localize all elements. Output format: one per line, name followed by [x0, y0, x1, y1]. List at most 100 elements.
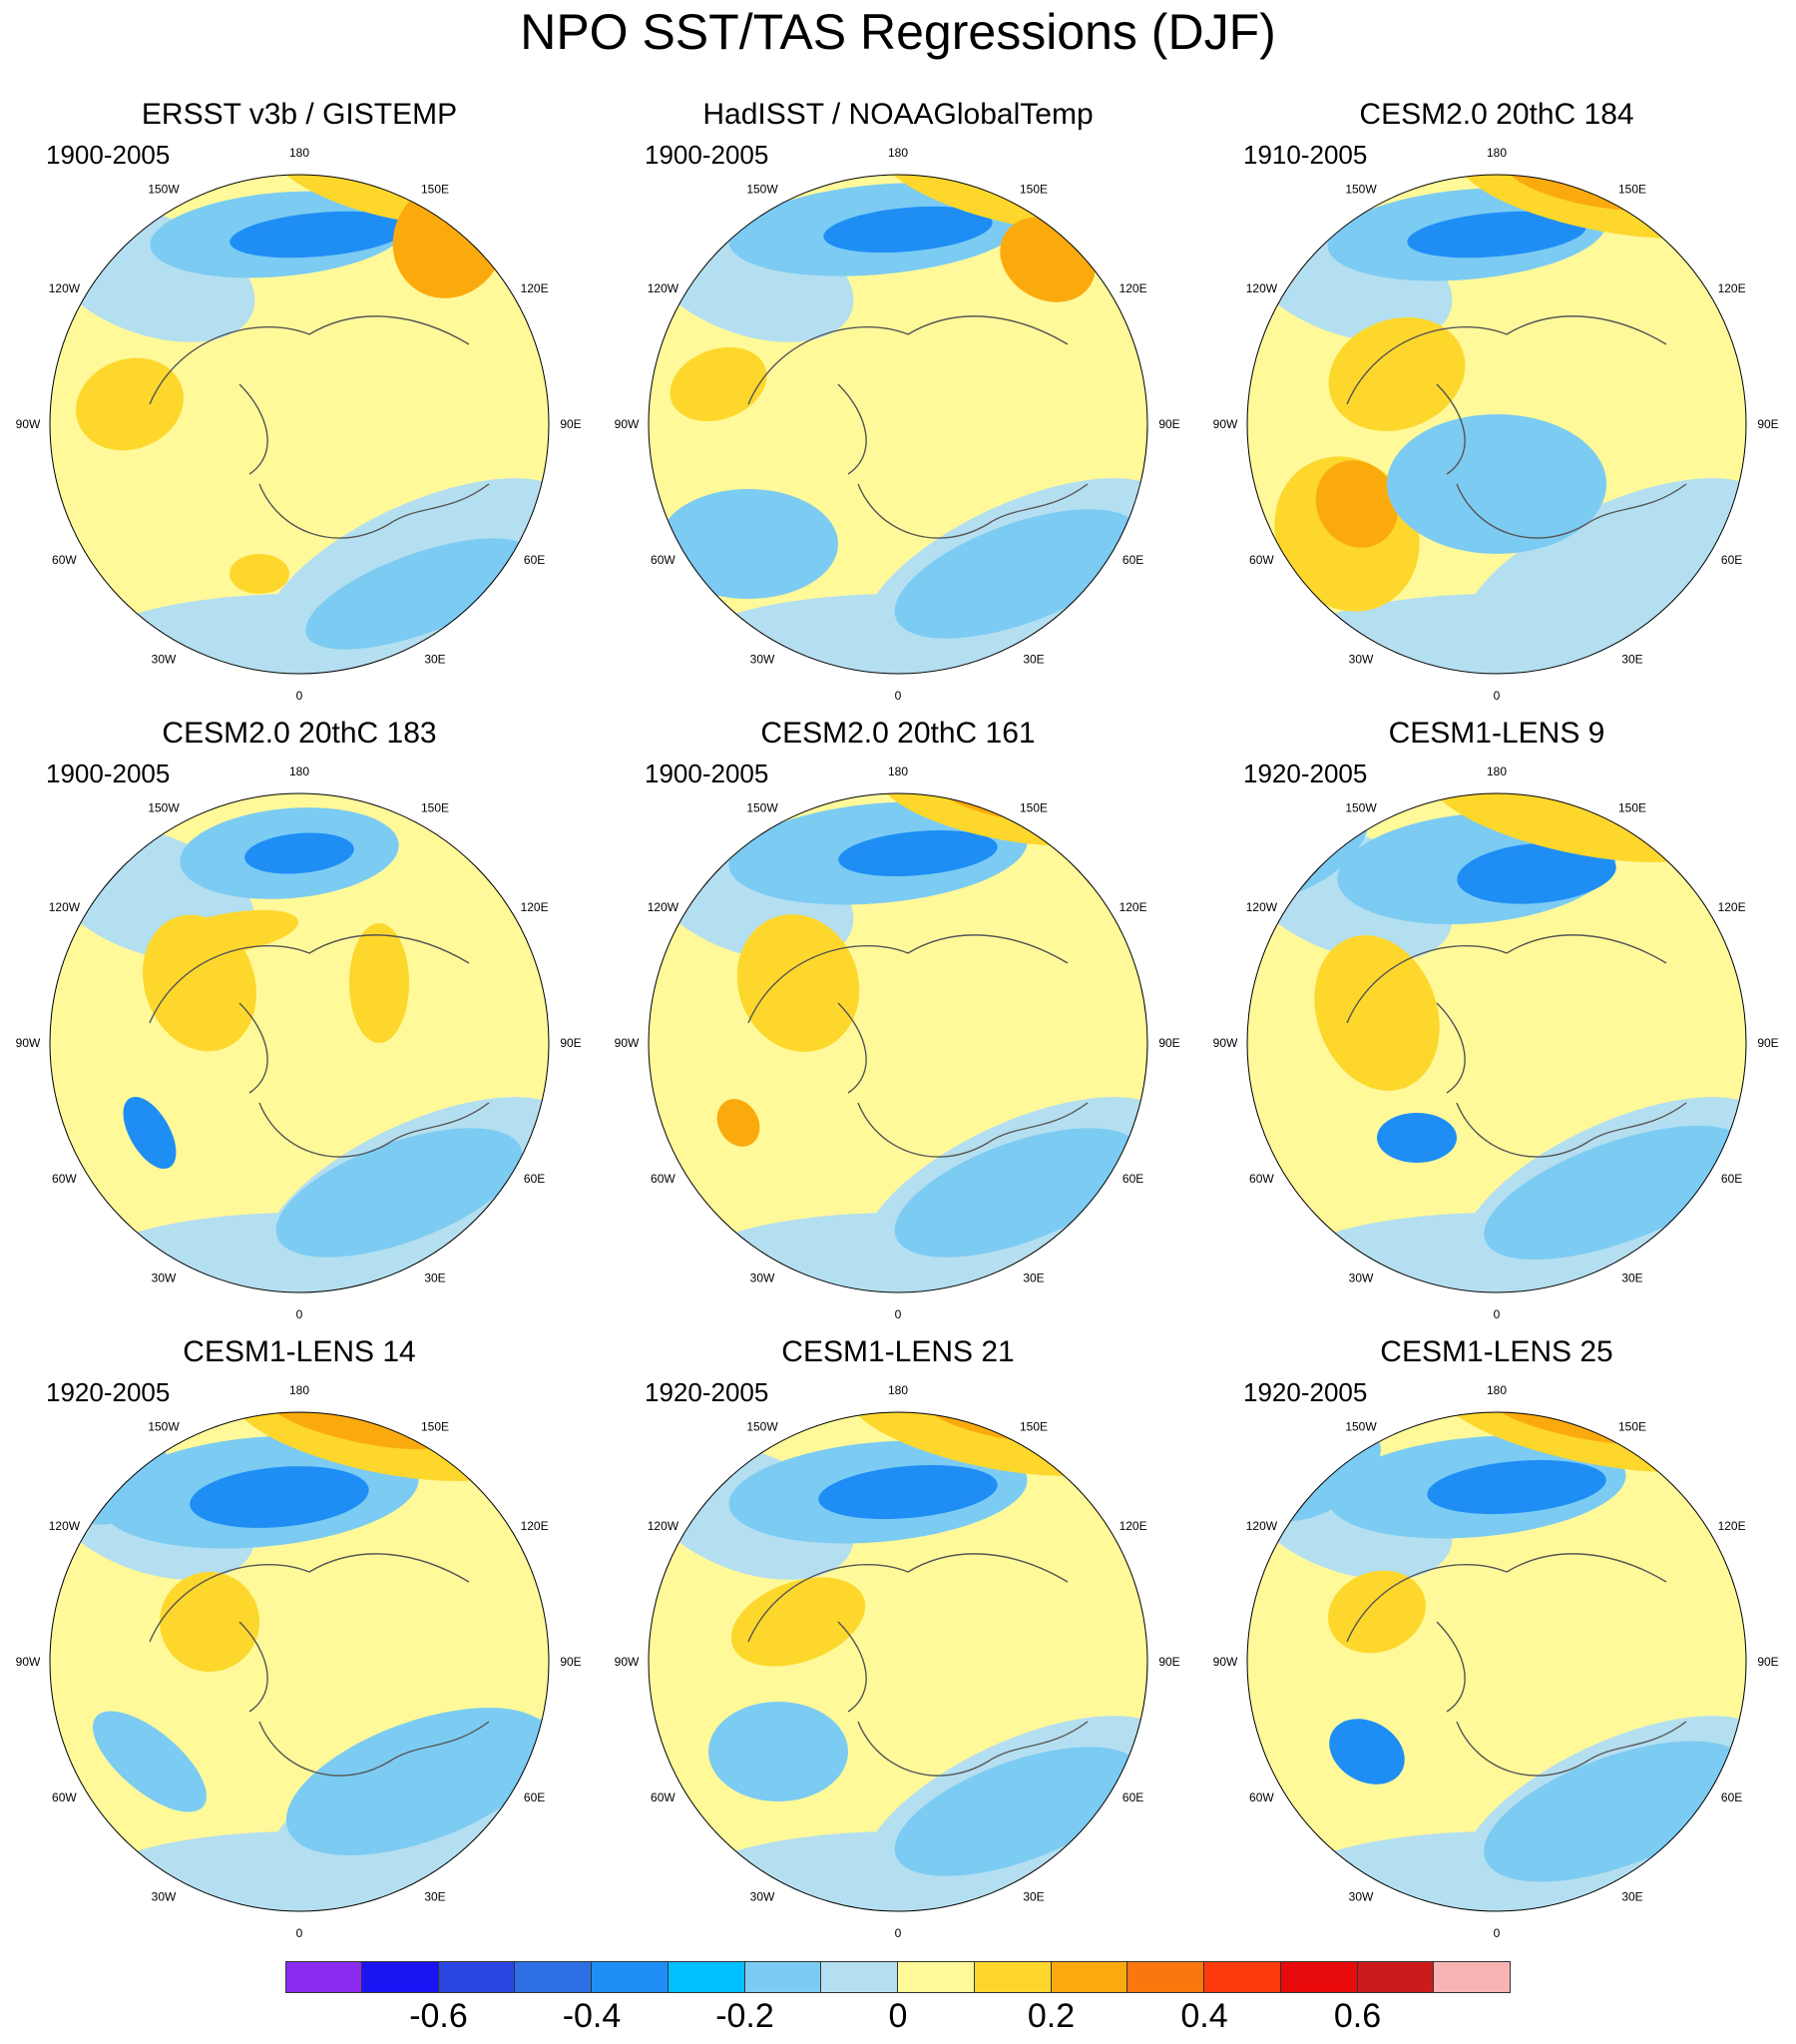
anomaly-region: [708, 1702, 848, 1801]
anomaly-region: [160, 1572, 259, 1672]
longitude-label: 120W: [1246, 900, 1278, 914]
panel-title: CESM1-LENS 25: [1380, 1335, 1613, 1368]
anomaly-field: [649, 793, 1147, 1292]
anomaly-region: [244, 832, 354, 874]
longitude-label: 30W: [750, 653, 775, 667]
longitude-label: 150E: [1020, 800, 1048, 814]
anomaly-region: [1377, 1113, 1457, 1163]
longitude-label: 90W: [1213, 1036, 1238, 1050]
colorbar-cell: [1280, 1961, 1358, 1993]
longitude-label: 0: [1494, 689, 1501, 703]
longitude-label: 180: [289, 146, 309, 160]
colorbar-cell: [515, 1961, 592, 1993]
longitude-label: 90W: [16, 1036, 41, 1050]
longitude-label: 90E: [560, 1036, 581, 1050]
coastline: [149, 1553, 490, 1777]
longitude-label: 90W: [1213, 417, 1238, 431]
map-border: [648, 174, 1148, 675]
colorbar-cell: [1357, 1961, 1435, 1993]
colorbar-cell: [592, 1961, 669, 1993]
longitude-label: 60W: [651, 1172, 675, 1186]
longitude-label: 150E: [421, 182, 449, 196]
longitude-label: 30E: [1621, 1890, 1642, 1904]
longitude-label: 60E: [1122, 553, 1143, 567]
polar-map: 180 150E 120E 90E 60E 30E 0 30W 60W 90W 120W 150W: [615, 1383, 1180, 1940]
colorbar-cell: [1127, 1961, 1204, 1993]
longitude-label: 90W: [16, 417, 41, 431]
anomaly-region: [1457, 842, 1616, 904]
polar-map: 180 150E 120E 90E 60E 30E 0 30W 60W 90W 120W 150W: [1213, 1383, 1779, 1940]
longitude-label: 150E: [1020, 1419, 1048, 1433]
longitude-label: 30W: [1349, 1890, 1374, 1904]
colorbar-cell: [898, 1961, 975, 1993]
anomaly-region: [1315, 460, 1399, 548]
map-panel: 180 150E 120E 90E 60E 30E 0 30W 60W 90W 120W 150W ER…: [0, 95, 599, 714]
longitude-label: 30E: [424, 1272, 445, 1285]
longitude-label: 180: [1487, 765, 1507, 778]
polar-map: 180 150E 120E 90E 60E 30E 0 30W 60W 90W 120W 150W: [615, 146, 1180, 703]
longitude-label: 90E: [1158, 1036, 1179, 1050]
longitude-label: 90W: [615, 417, 640, 431]
map-panel: 180 150E 120E 90E 60E 30E 0 30W 60W 90W 120W 150W CE…: [1197, 95, 1796, 714]
polar-map: 180 150E 120E 90E 60E 30E 0 30W 60W 90W 120W 150W: [16, 765, 582, 1321]
longitude-label: 0: [1494, 1926, 1501, 1940]
longitude-label: 120E: [1120, 900, 1147, 914]
colorbar-cell: [1051, 1961, 1128, 1993]
longitude-label: 60W: [52, 1172, 77, 1186]
anomaly-region: [894, 1128, 1141, 1258]
longitude-label: 150E: [1618, 1419, 1646, 1433]
longitude-label: 150W: [148, 1419, 180, 1433]
longitude-label: 90E: [1158, 1655, 1179, 1669]
longitude-label: 120W: [49, 281, 81, 295]
anomaly-region: [1328, 317, 1466, 431]
colorbar-label: -0.4: [562, 1997, 622, 2035]
panel-period: 1920-2005: [1243, 1377, 1368, 1407]
longitude-label: 120W: [1246, 1519, 1278, 1533]
panel-title: CESM2.0 20thC 184: [1359, 98, 1634, 131]
longitude-label: 30W: [1349, 653, 1374, 667]
panel-title: HadISST / NOAAGlobalTemp: [702, 98, 1094, 131]
panel-title: ERSST v3b / GISTEMP: [141, 98, 458, 131]
anomaly-region: [1484, 1125, 1746, 1261]
colorbar-cell: [744, 1961, 822, 1993]
map-border: [49, 792, 550, 1293]
longitude-label: 0: [1494, 1307, 1501, 1321]
longitude-label: 120W: [648, 1519, 679, 1533]
longitude-label: 60W: [52, 553, 77, 567]
longitude-label: 90E: [1158, 417, 1179, 431]
longitude-label: 60E: [1122, 1172, 1143, 1186]
polar-map: 180 150E 120E 90E 60E 30E 0 30W 60W 90W 120W 150W: [16, 146, 582, 703]
longitude-label: 120E: [1120, 281, 1147, 295]
longitude-label: 150E: [421, 1419, 449, 1433]
longitude-label: 120E: [521, 1519, 549, 1533]
colorbar-label: 0: [888, 1997, 908, 2035]
map-panel: 180 150E 120E 90E 60E 30E 0 30W 60W 90W 120W 150W CE…: [0, 714, 599, 1332]
anomaly-region: [659, 489, 838, 599]
colorbar-label: -0.2: [715, 1997, 774, 2035]
coastline: [747, 1553, 1089, 1777]
longitude-label: 120W: [648, 900, 679, 914]
polar-map: 180 150E 120E 90E 60E 30E 0 30W 60W 90W 120W 150W: [1213, 765, 1779, 1321]
longitude-label: 150E: [1020, 182, 1048, 196]
colorbar: -0.6 -0.4 -0.2 0 0.2 0.4 0.6: [285, 1961, 1511, 2037]
anomaly-region: [1277, 594, 1716, 674]
anomaly-region: [76, 357, 184, 451]
panel-period: 1910-2005: [1243, 140, 1368, 170]
longitude-label: 90W: [615, 1655, 640, 1669]
map-border: [49, 1411, 550, 1912]
longitude-label: 180: [1487, 146, 1507, 160]
coastline: [747, 934, 1089, 1158]
longitude-label: 60E: [524, 1172, 545, 1186]
longitude-label: 180: [289, 1383, 309, 1397]
longitude-label: 90W: [1213, 1655, 1238, 1669]
polar-map: 180 150E 120E 90E 60E 30E 0 30W 60W 90W 120W 150W: [1213, 146, 1779, 703]
panel-period: 1920-2005: [645, 1377, 769, 1407]
polar-map: 180 150E 120E 90E 60E 30E 0 30W 60W 90W 120W 150W: [615, 765, 1180, 1321]
anomaly-region: [275, 1128, 523, 1258]
longitude-label: 30E: [424, 653, 445, 667]
longitude-label: 90E: [560, 417, 581, 431]
anomaly-region: [190, 1466, 369, 1528]
map-border: [1246, 792, 1747, 1293]
longitude-label: 30E: [1023, 653, 1044, 667]
anomaly-region: [894, 509, 1141, 639]
